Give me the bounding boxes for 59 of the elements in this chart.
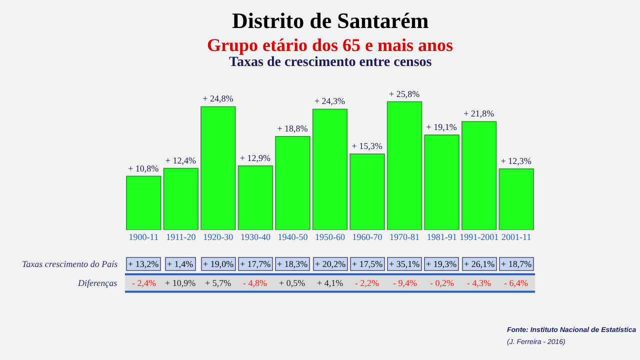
x-tick-label: 1940-50 [278,232,308,242]
data-label: + 24,3% [314,96,346,106]
text: + 4,1% [317,278,344,288]
data-label: + 15,3% [352,140,383,151]
bar [275,136,310,230]
x-tick-label: 1970-81 [390,232,420,242]
bar [200,106,236,230]
x-tick-label: 1900-11 [128,232,158,242]
text: + 17,7% [240,259,272,269]
text: + 35,1% [389,259,420,269]
bar [424,134,460,230]
bar [386,101,422,230]
bar [498,168,534,230]
data-label: + 21,8% [464,108,495,119]
x-tick-label: 1991-2001 [460,232,499,242]
text: - 6,4% [504,278,528,288]
x-tick-label: 1911-20 [166,232,196,242]
data-label: + 25,8% [389,88,420,99]
data-label: + 12,9% [240,152,271,163]
bar [238,165,274,230]
bar [350,153,385,230]
text: + 13,2% [128,259,160,269]
text: + 10,9% [165,278,196,288]
x-tick-label: 1930-40 [240,232,271,242]
text: Diferenças [77,278,118,288]
text: + 5,7% [205,278,232,288]
chart-subtitle: Grupo etário dos 65 e mais anos Taxas de crescimento entre censos [207,35,454,70]
text: - 4,3% [467,278,492,288]
text: + 20,2% [315,259,346,269]
bar [126,176,162,230]
text: - 2,4% [132,278,156,288]
text: - 2,2% [355,278,380,288]
text: + 18,7% [501,259,532,269]
data-label: + 12,3% [500,156,532,166]
data-label: + 24,8% [202,94,234,104]
text: + 0,5% [279,278,306,288]
bar [163,168,199,230]
x-tick-label: 1950-60 [315,232,346,242]
x-tick-label: 1981-91 [426,232,457,242]
text: + 17,5% [352,259,384,269]
text: + 19,3% [426,259,458,269]
bar [461,121,497,230]
text: + 1,4% [167,259,194,269]
data-label: + 12,4% [165,155,196,166]
data-label: + 19,1% [426,122,458,132]
text: Taxas crescimento do País [22,259,118,269]
bar [312,108,348,230]
text: - 0,2% [430,278,454,288]
text: + 26,1% [464,259,496,269]
chart-title: Distrito de Santarém [232,8,429,33]
x-tick-label: 2001-11 [502,232,532,242]
text: + 18,3% [277,259,308,269]
x-tick-label: 1920-30 [203,232,234,242]
x-tick-label: 1960-70 [352,232,383,242]
data-label: + 18,8% [277,124,308,134]
text: - 4,8% [243,278,268,288]
text: + 19,0% [203,259,234,269]
text: - 9,4% [393,278,418,288]
data-label: + 10,8% [128,163,160,174]
